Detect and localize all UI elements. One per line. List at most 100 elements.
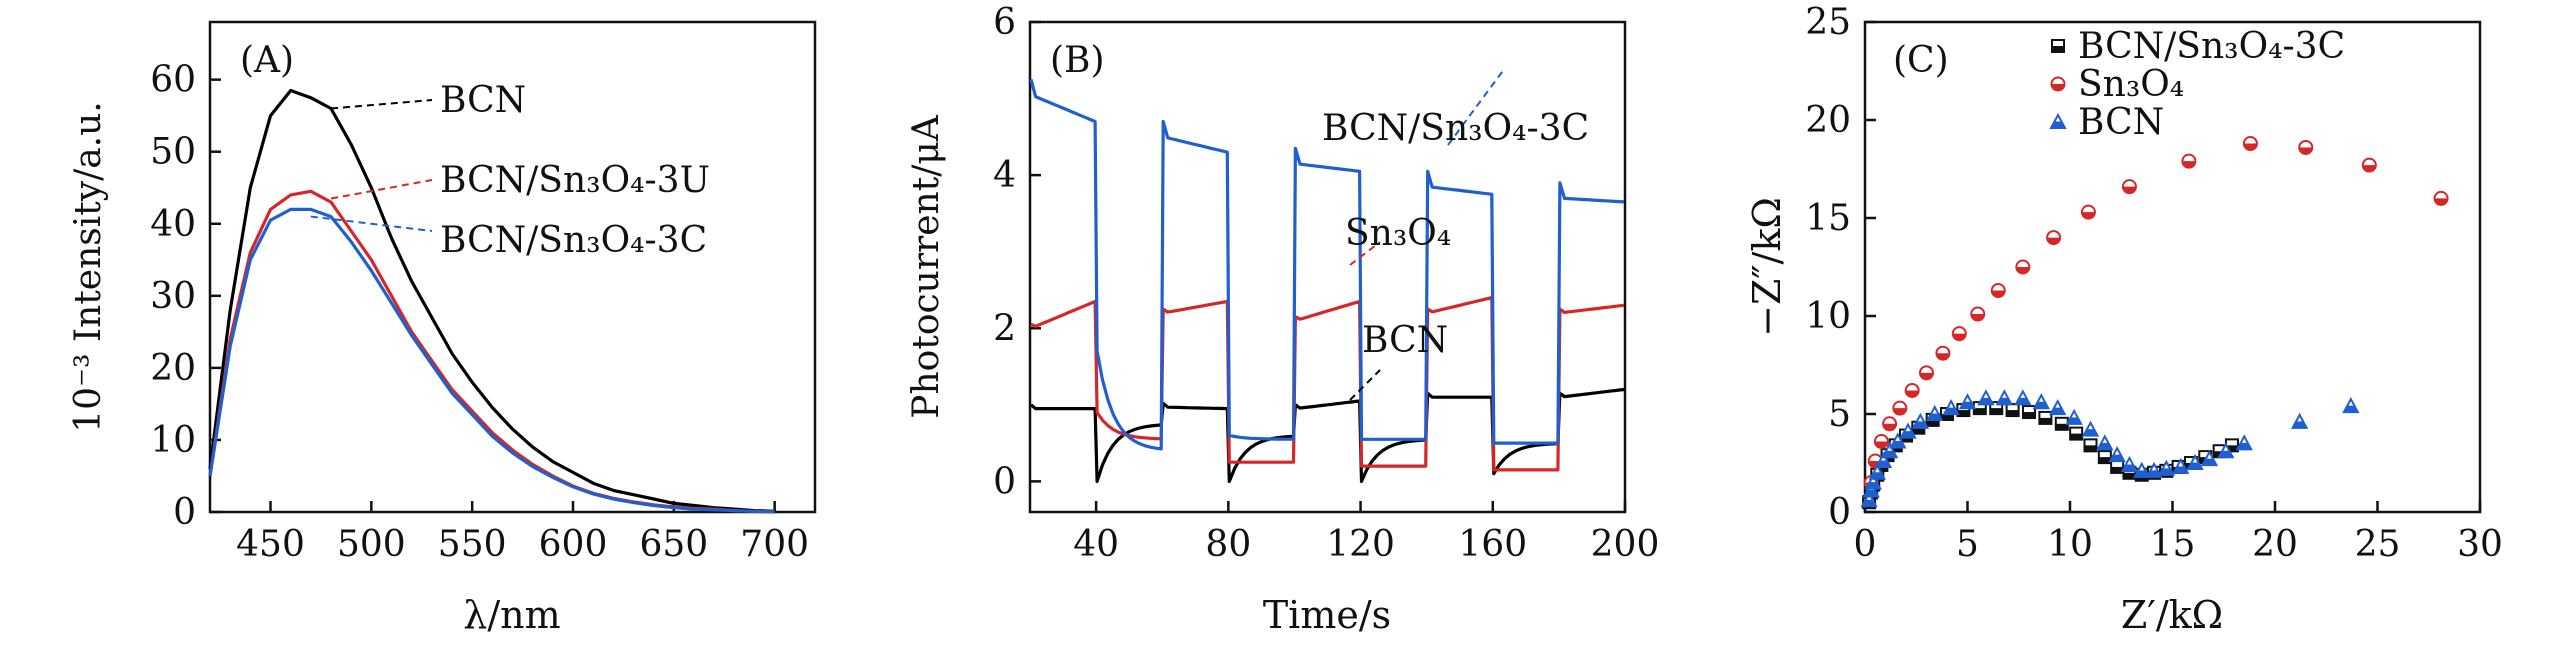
panel-b-label: (B): [1050, 40, 1105, 81]
data-point: [2145, 461, 2163, 478]
data-point: [1942, 399, 1960, 416]
y-tick-label: 0: [173, 492, 196, 533]
data-point: [2108, 446, 2126, 463]
y-tick-label: 60: [150, 60, 196, 101]
x-tick-label: 650: [639, 524, 708, 565]
y-tick-label: 15: [1805, 198, 1851, 239]
data-point: [2217, 442, 2235, 459]
panel-b-y-axis-title: Photocurrent/μA: [906, 114, 947, 418]
annotation-leader-bcn-sn3o4-3c: [310, 215, 433, 232]
data-point: [1977, 389, 1995, 406]
x-tick-label: 5: [1956, 524, 1979, 565]
data-point: [2014, 389, 2032, 406]
data-point: [1889, 432, 1907, 449]
data-point: [2080, 204, 2096, 220]
data-point: [1882, 416, 1898, 432]
data-point: [1874, 451, 1893, 469]
panel-a-frame: [208, 20, 817, 514]
data-point: [1951, 326, 1967, 342]
panel-b-frame: [1028, 20, 1627, 514]
y-tick-label: 30: [150, 276, 196, 317]
annotation-leader-bcn-sn3o4-3c: [1447, 67, 1506, 146]
data-point: [1904, 382, 1920, 398]
y-tick-label: 50: [150, 132, 196, 173]
y-tick-label: 40: [150, 204, 196, 245]
annotation-bcn-sn3o4-3c: BCN/Sn₃O₄-3C: [440, 220, 707, 261]
series-sn3o4: [1863, 136, 2449, 491]
data-point: [1958, 393, 1977, 410]
data-point: [2065, 408, 2083, 425]
y-tick-label: 2: [993, 308, 1016, 349]
panel-c-y-ticks: 0 5 10 15 20 25: [1805, 2, 1876, 533]
legend-label: BCN: [2078, 102, 2164, 143]
series-line-bcn-sn3o4-3c: [208, 207, 775, 514]
y-tick-label: 10: [1805, 296, 1851, 337]
y-tick-label: 6: [993, 2, 1016, 43]
panel-c-x-ticks: 0 5 10 15 20 25 30: [1854, 501, 2503, 565]
x-tick-label: 700: [740, 524, 809, 565]
data-point: [2054, 416, 2069, 431]
x-tick-label: 500: [337, 524, 406, 565]
y-tick-label: 20: [150, 348, 196, 389]
y-tick-label: 25: [1805, 2, 1851, 43]
annotation-bcn-sn3o4-3u: BCN/Sn₃O₄-3U: [440, 160, 710, 201]
data-point: [1862, 481, 1880, 498]
series-bcn: [1860, 389, 2360, 508]
panel-a-x-ticks: 450 500 550 600 650 700: [236, 501, 809, 565]
panel-a-y-axis-title: 10⁻³ Intensity/a.u.: [68, 101, 109, 433]
data-point: [2342, 397, 2360, 414]
annotation-leader-bcn: [330, 99, 433, 110]
data-point: [2157, 459, 2176, 476]
panel-a-label: (A): [240, 40, 294, 81]
x-tick-label: 550: [438, 524, 507, 565]
data-point: [1990, 283, 2006, 299]
panel-c: 0 5 10 15 20 25 0 5 10 15 20 25 30 BCN/Sn₃O₄-3CSn₃O…: [1745, 2, 2503, 637]
legend-marker: [2050, 76, 2066, 92]
data-point: [2015, 259, 2031, 275]
annotation-leader-bcn: [1349, 369, 1381, 401]
x-tick-label: 120: [1326, 524, 1395, 565]
data-point: [1864, 473, 1882, 490]
legend-item-bcn: BCN: [2049, 102, 2164, 143]
legend-item-sn3o4: Sn₃O₄: [2050, 64, 2184, 105]
x-tick-label: 450: [236, 524, 305, 565]
data-point: [2038, 410, 2053, 425]
series-line-bcn-sn3o4-3c: [1029, 78, 1625, 451]
data-point: [2186, 453, 2204, 470]
data-point: [1860, 491, 1878, 508]
x-tick-label: 600: [539, 524, 608, 565]
legend-label: Sn₃O₄: [2078, 64, 2184, 105]
panel-c-x-axis-title: Z′/kΩ: [2121, 593, 2223, 637]
annotation-sn3o4: Sn₃O₄: [1345, 213, 1451, 254]
legend-item-bcn-sn3o4-3c: BCN/Sn₃O₄-3C: [2051, 26, 2345, 67]
legend-marker: [2049, 112, 2067, 129]
annotation-bcn: BCN: [440, 80, 526, 121]
data-point: [2069, 426, 2084, 441]
x-tick-label: 20: [2252, 524, 2298, 565]
data-point: [1873, 433, 1889, 449]
x-tick-label: 40: [1073, 524, 1119, 565]
data-point: [2083, 438, 2098, 453]
annotation-bcn: BCN: [1362, 320, 1448, 361]
data-point: [2133, 461, 2151, 478]
x-tick-label: 10: [2047, 524, 2093, 565]
y-tick-label: 20: [1805, 100, 1851, 141]
x-tick-label: 160: [1458, 524, 1527, 565]
data-point: [2200, 449, 2219, 467]
data-point: [2181, 153, 2197, 169]
panel-a-x-axis-title: λ/nm: [463, 593, 560, 637]
data-point: [2120, 455, 2139, 472]
data-point: [1911, 412, 1930, 429]
annotation-leader-sn3o4: [1349, 241, 1381, 266]
x-tick-label: 0: [1854, 524, 1877, 565]
panel-b: 0 2 4 6 40 80 120 160 200 BCN/Sn₃O₄-3C Sn₃O₄ BC…: [906, 2, 1659, 637]
data-point: [2032, 393, 2050, 410]
data-point: [2049, 399, 2067, 416]
annotation-leader-bcn-sn3o4-3u: [330, 179, 433, 200]
data-point: [2022, 405, 2036, 420]
data-point: [2046, 230, 2062, 246]
panel-b-y-ticks: 0 2 4 6: [993, 2, 1041, 502]
x-tick-label: 15: [2150, 524, 2196, 565]
